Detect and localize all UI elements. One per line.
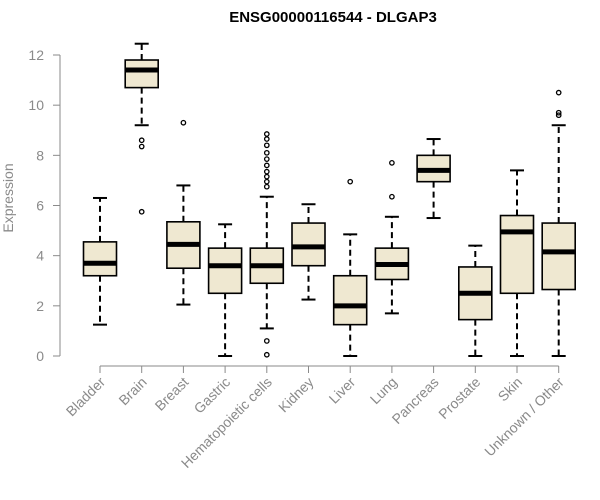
outlier-point [555, 109, 562, 116]
box-body [124, 59, 159, 89]
x-tick-label: Skin [495, 374, 526, 405]
outlier-point [180, 119, 187, 126]
box-hematopoietic-cells [249, 131, 285, 358]
y-axis-label: Expression [0, 163, 16, 232]
outlier-point [263, 156, 270, 162]
outlier-point [263, 131, 270, 137]
box-body [541, 222, 577, 291]
x-tick-label: Unknown / Other [481, 374, 567, 460]
outlier-point [263, 351, 270, 358]
y-axis: 0 2 4 6 8 10 12 [28, 47, 61, 364]
y-tick-label: 6 [36, 198, 44, 214]
outlier-point [389, 193, 395, 200]
outlier-point [263, 149, 270, 156]
outlier-point [263, 142, 270, 149]
x-tick-label: Breast [152, 374, 192, 414]
outlier-point [138, 143, 145, 150]
box-liver [332, 178, 368, 357]
y-tick-label: 8 [36, 147, 44, 163]
box-brain [124, 42, 159, 215]
outlier-point [347, 178, 354, 185]
x-tick-label: Prostate [435, 374, 483, 422]
chart-title: ENSG00000116544 - DLGAP3 [229, 9, 437, 26]
outlier-point [263, 168, 270, 175]
x-tick-label: Lung [367, 374, 400, 407]
y-tick-label: 12 [28, 47, 44, 63]
outlier-point [555, 112, 562, 119]
outlier-point [263, 162, 270, 169]
box-kidney [291, 203, 326, 301]
box-gastric [207, 223, 243, 357]
box-body [207, 247, 243, 295]
y-tick-label: 10 [28, 97, 44, 113]
y-tick-label: 2 [36, 298, 44, 314]
y-tick-label: 4 [36, 248, 44, 264]
outlier-point [263, 173, 270, 180]
box-prostate [457, 244, 493, 357]
box-series [82, 42, 577, 358]
outlier-point [263, 338, 270, 344]
box-unknown-other [541, 89, 577, 357]
box-body [82, 241, 118, 277]
box-pancreas [416, 138, 451, 220]
x-tick-label: Brain [115, 374, 149, 408]
outlier-point [138, 208, 145, 215]
box-lung [374, 160, 410, 315]
outlier-point [263, 178, 270, 185]
outlier-point [389, 160, 395, 166]
box-skin [499, 169, 535, 357]
box-body [499, 214, 535, 295]
outlier-point [263, 183, 270, 190]
box-bladder [82, 196, 118, 326]
box-breast [166, 119, 201, 306]
x-tick-label: Kidney [275, 374, 317, 416]
y-tick-label: 0 [36, 348, 44, 364]
outlier-point [138, 137, 145, 144]
box-body [291, 222, 326, 267]
outlier-point [555, 89, 562, 96]
box-body [332, 274, 368, 326]
outlier-point [263, 136, 270, 142]
x-tick-label: Liver [326, 374, 359, 407]
x-tick-label: Bladder [63, 374, 109, 420]
